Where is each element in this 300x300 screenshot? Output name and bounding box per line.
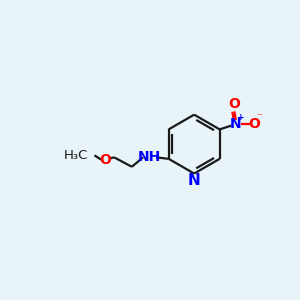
Text: O: O: [248, 117, 260, 131]
Text: H₃C: H₃C: [63, 149, 88, 162]
Text: ⁻: ⁻: [256, 112, 262, 123]
Text: O: O: [229, 97, 240, 111]
Text: O: O: [99, 153, 111, 167]
Text: +: +: [237, 113, 245, 122]
Text: N: N: [230, 117, 242, 131]
Text: N: N: [188, 172, 200, 188]
Text: NH: NH: [138, 150, 161, 164]
